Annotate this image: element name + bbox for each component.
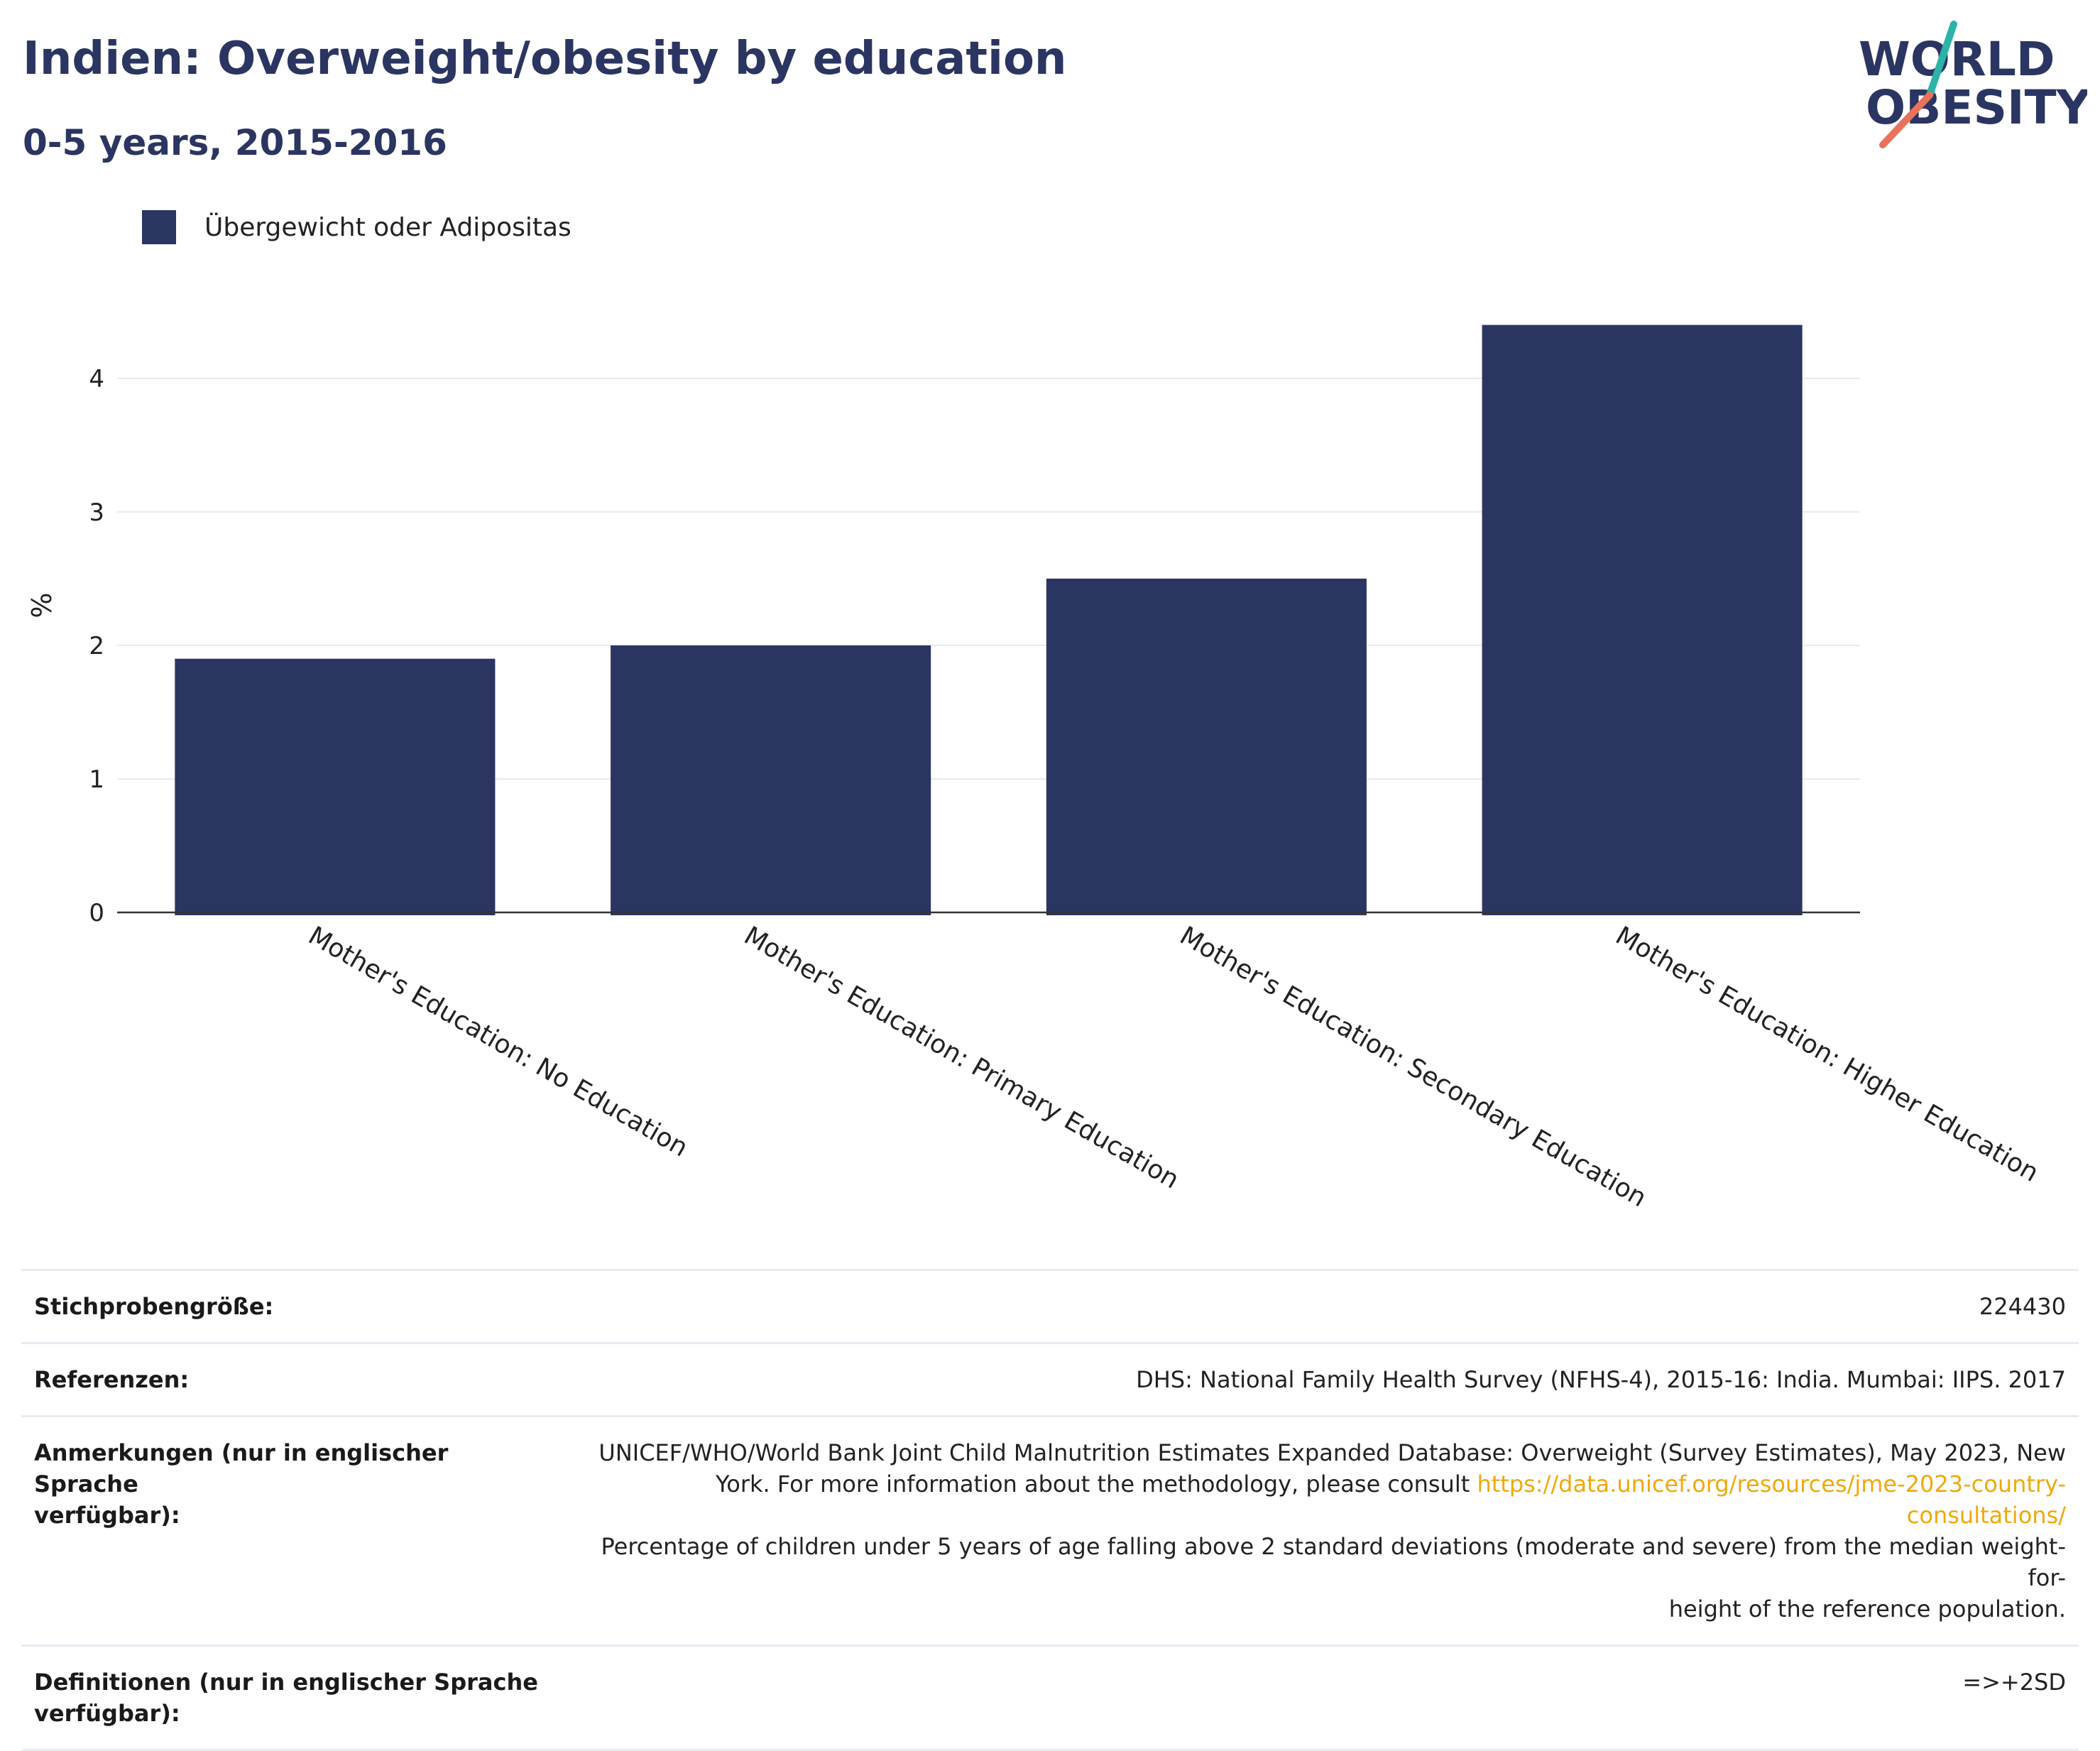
x-category-label: Mother's Education: Higher Education — [1611, 921, 2044, 1188]
meta-row-defs: Definitionen (nur in englischer Sprache … — [21, 1644, 2079, 1751]
meta-defs-label-line2: verfügbar): — [34, 1700, 180, 1727]
meta-notes-line4: height of the reference population. — [1668, 1595, 2066, 1622]
bar-2 — [1046, 578, 1367, 915]
x-category-label: Mother's Education: Secondary Education — [1175, 921, 1651, 1213]
metadata-table: Stichprobengröße: 224430 Referenzen: DHS… — [21, 1269, 2079, 1751]
meta-row-sample: Stichprobengröße: 224430 — [21, 1269, 2079, 1343]
legend[interactable]: Übergewicht oder Adipositas — [142, 210, 572, 244]
y-tick-label: 1 — [89, 765, 104, 794]
meta-sample-value: 224430 — [558, 1269, 2079, 1343]
meta-notes-line2: York. For more information about the met… — [715, 1471, 1477, 1498]
y-tick-label: 3 — [89, 498, 104, 527]
meta-notes-value: UNICEF/WHO/World Bank Joint Child Malnut… — [558, 1415, 2079, 1646]
logo-slash-coral — [1879, 92, 1933, 148]
legend-swatch — [142, 210, 176, 244]
legend-label: Übergewicht oder Adipositas — [204, 212, 572, 242]
x-category-label: Mother's Education: No Education — [303, 921, 692, 1162]
world-obesity-logo[interactable]: WORLD OBESITY — [1846, 17, 2087, 152]
meta-refs-value: DHS: National Family Health Survey (NFHS… — [558, 1342, 2079, 1417]
meta-notes-label-line1: Anmerkungen (nur in englischer Sprache — [34, 1439, 449, 1498]
x-category-label: Mother's Education: Primary Education — [739, 921, 1183, 1194]
meta-defs-value: =>+2SD — [558, 1644, 2079, 1751]
y-tick-label: 0 — [89, 899, 104, 927]
meta-row-notes: Anmerkungen (nur in englischer Sprache v… — [21, 1415, 2079, 1646]
y-axis-label: % — [26, 592, 58, 618]
y-tick-label: 4 — [89, 365, 104, 393]
meta-defs-label: Definitionen (nur in englischer Sprache … — [21, 1644, 558, 1751]
bars — [175, 324, 1803, 915]
methodology-link[interactable]: https://data.unicef.org/resources/jme-20… — [1477, 1471, 2066, 1529]
bar-0 — [175, 658, 496, 915]
meta-sample-label: Stichprobengröße: — [21, 1269, 558, 1343]
logo-slash-teal — [1926, 21, 1957, 99]
logo-line-1: WORLD — [1859, 32, 2055, 87]
bar-3 — [1482, 324, 1803, 915]
meta-refs-label: Referenzen: — [21, 1342, 558, 1417]
y-tick-label: 2 — [89, 632, 104, 660]
chart-subtitle: 0-5 years, 2015-2016 — [23, 122, 447, 163]
chart-title: Indien: Overweight/obesity by education — [23, 33, 1067, 85]
meta-defs-label-line1: Definitionen (nur in englischer Sprache — [34, 1669, 538, 1696]
meta-notes-line3: Percentage of children under 5 years of … — [601, 1533, 2067, 1591]
bar-1 — [611, 645, 931, 915]
meta-notes-label: Anmerkungen (nur in englischer Sprache v… — [21, 1415, 558, 1646]
meta-notes-line1: UNICEF/WHO/World Bank Joint Child Malnut… — [598, 1439, 2066, 1466]
meta-notes-label-line2: verfügbar): — [34, 1502, 180, 1529]
meta-row-refs: Referenzen: DHS: National Family Health … — [21, 1342, 2079, 1417]
